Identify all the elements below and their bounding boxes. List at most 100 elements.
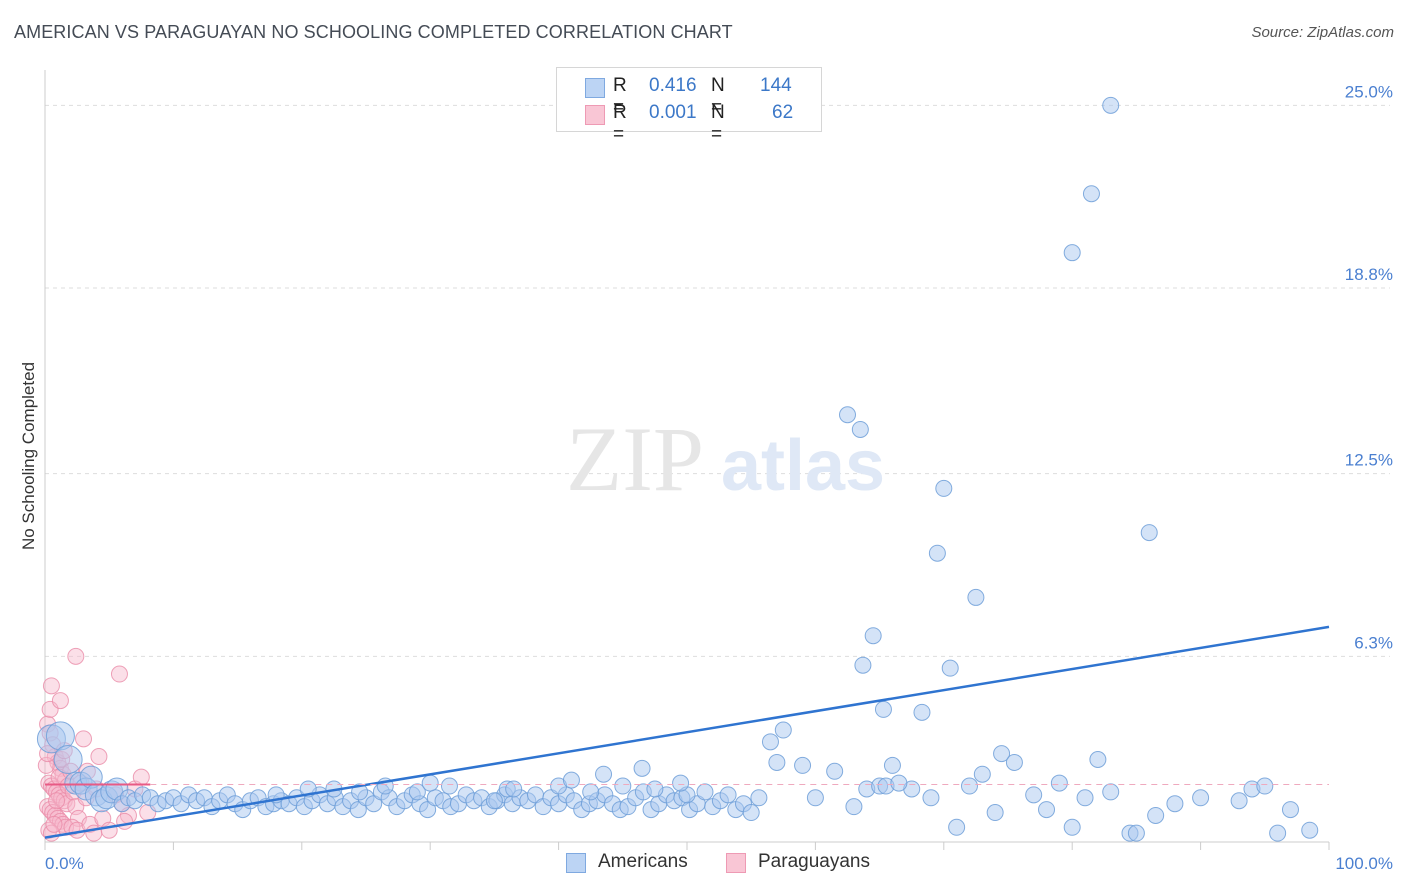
americans-point xyxy=(761,733,779,751)
source-label: Source: ZipAtlas.com xyxy=(1251,24,1394,41)
americans-point xyxy=(1281,801,1299,819)
americans-point xyxy=(351,783,369,801)
paraguayans-point xyxy=(90,748,108,766)
americans-point xyxy=(913,703,931,721)
americans-point xyxy=(948,818,966,836)
paraguayans-point xyxy=(42,677,60,695)
grid xyxy=(44,70,1390,850)
americans-r-value: 0.416 xyxy=(649,75,697,96)
americans-point xyxy=(419,801,437,819)
americans-point xyxy=(845,798,863,816)
americans-point xyxy=(967,588,985,606)
americans-point xyxy=(973,765,991,783)
paraguayans-point xyxy=(75,730,93,748)
americans-n-label: N = xyxy=(711,75,725,118)
americans-point xyxy=(1025,786,1043,804)
americans-point xyxy=(750,789,768,807)
paraguayans-point xyxy=(116,812,134,830)
americans-point xyxy=(874,700,892,718)
americans-point xyxy=(1063,818,1081,836)
paraguayans-n-label: N = xyxy=(711,102,725,145)
americans-point xyxy=(864,627,882,645)
y-tick-label: 18.8% xyxy=(1345,265,1393,284)
americans-point xyxy=(1140,524,1158,542)
americans-point xyxy=(1038,801,1056,819)
paraguayans-point xyxy=(67,647,85,665)
americans-point xyxy=(922,789,940,807)
americans-point xyxy=(614,777,632,795)
americans-point xyxy=(1256,777,1274,795)
paraguayans-point xyxy=(110,665,128,683)
americans-point xyxy=(408,783,426,801)
bottom-paraguayans-swatch xyxy=(726,853,746,873)
bottom-paraguayans-label: Paraguayans xyxy=(758,851,870,872)
americans-point xyxy=(696,783,714,801)
americans-point xyxy=(1102,783,1120,801)
americans-point xyxy=(1127,824,1145,842)
americans-point xyxy=(1269,824,1287,842)
americans-point xyxy=(1063,244,1081,262)
americans-point xyxy=(53,744,83,774)
paraguayans-r-label: R = xyxy=(613,102,627,145)
watermark-zip: ZIP xyxy=(566,408,704,510)
americans-point xyxy=(485,792,503,810)
americans-point xyxy=(839,406,856,424)
americans-swatch xyxy=(585,78,605,98)
americans-point xyxy=(768,753,786,771)
bottom-americans-swatch xyxy=(566,853,586,873)
americans-point xyxy=(806,789,824,807)
americans-point xyxy=(826,762,844,780)
americans-point xyxy=(1166,795,1184,813)
americans-point xyxy=(672,774,690,792)
americans-point xyxy=(646,780,664,798)
americans-point xyxy=(582,783,600,801)
americans-point xyxy=(1102,96,1120,114)
y-tick-label: 25.0% xyxy=(1345,82,1393,101)
bottom-americans-label: Americans xyxy=(598,851,688,872)
americans-r-label: R = xyxy=(613,75,627,118)
americans-trend-line xyxy=(44,625,1330,839)
americans-point xyxy=(941,659,959,677)
americans-point xyxy=(960,777,978,795)
chart-title: AMERICAN VS PARAGUAYAN NO SCHOOLING COMP… xyxy=(14,22,733,42)
americans-point xyxy=(595,765,613,783)
axis-ticks: 6.3% 12.5% 18.8% 25.0% 0.0% 100.0% xyxy=(45,82,1393,873)
americans-point xyxy=(562,771,580,789)
americans-point xyxy=(365,795,383,813)
americans-point xyxy=(851,420,869,438)
americans-point xyxy=(890,774,908,792)
americans-point xyxy=(349,801,367,819)
y-tick-label: 12.5% xyxy=(1345,451,1393,470)
americans-point xyxy=(1005,753,1023,771)
x-tick-label: 0.0% xyxy=(45,854,84,873)
paraguayans-point xyxy=(51,692,69,710)
americans-point xyxy=(719,786,737,804)
americans-n-value: 144 xyxy=(760,75,792,96)
trend-lines xyxy=(44,625,1330,839)
americans-point xyxy=(935,479,953,497)
americans-point xyxy=(1192,789,1210,807)
americans-point xyxy=(440,777,458,795)
paraguayans-swatch xyxy=(585,105,605,125)
americans-point xyxy=(993,745,1011,763)
paraguayans-point xyxy=(45,815,63,833)
americans-point xyxy=(1147,806,1165,824)
americans-point xyxy=(505,780,523,798)
paraguayans-point xyxy=(132,768,150,786)
americans-point xyxy=(1230,792,1248,810)
americans-point xyxy=(883,756,901,774)
americans-point xyxy=(1076,789,1094,807)
y-tick-label: 6.3% xyxy=(1354,633,1393,652)
stats-legend: R = 0.416 N = 144 R = 0.001 N = 62 xyxy=(556,67,822,145)
paraguayans-n-value: 62 xyxy=(772,102,794,123)
americans-point xyxy=(633,759,651,777)
americans-point xyxy=(1050,774,1068,792)
americans-point xyxy=(854,656,872,674)
americans-point xyxy=(928,544,946,562)
americans-point xyxy=(986,804,1004,822)
americans-point xyxy=(742,804,760,822)
americans-point xyxy=(774,721,792,739)
x-tick-label: 100.0% xyxy=(1335,854,1393,873)
paraguayans-point xyxy=(48,792,66,810)
